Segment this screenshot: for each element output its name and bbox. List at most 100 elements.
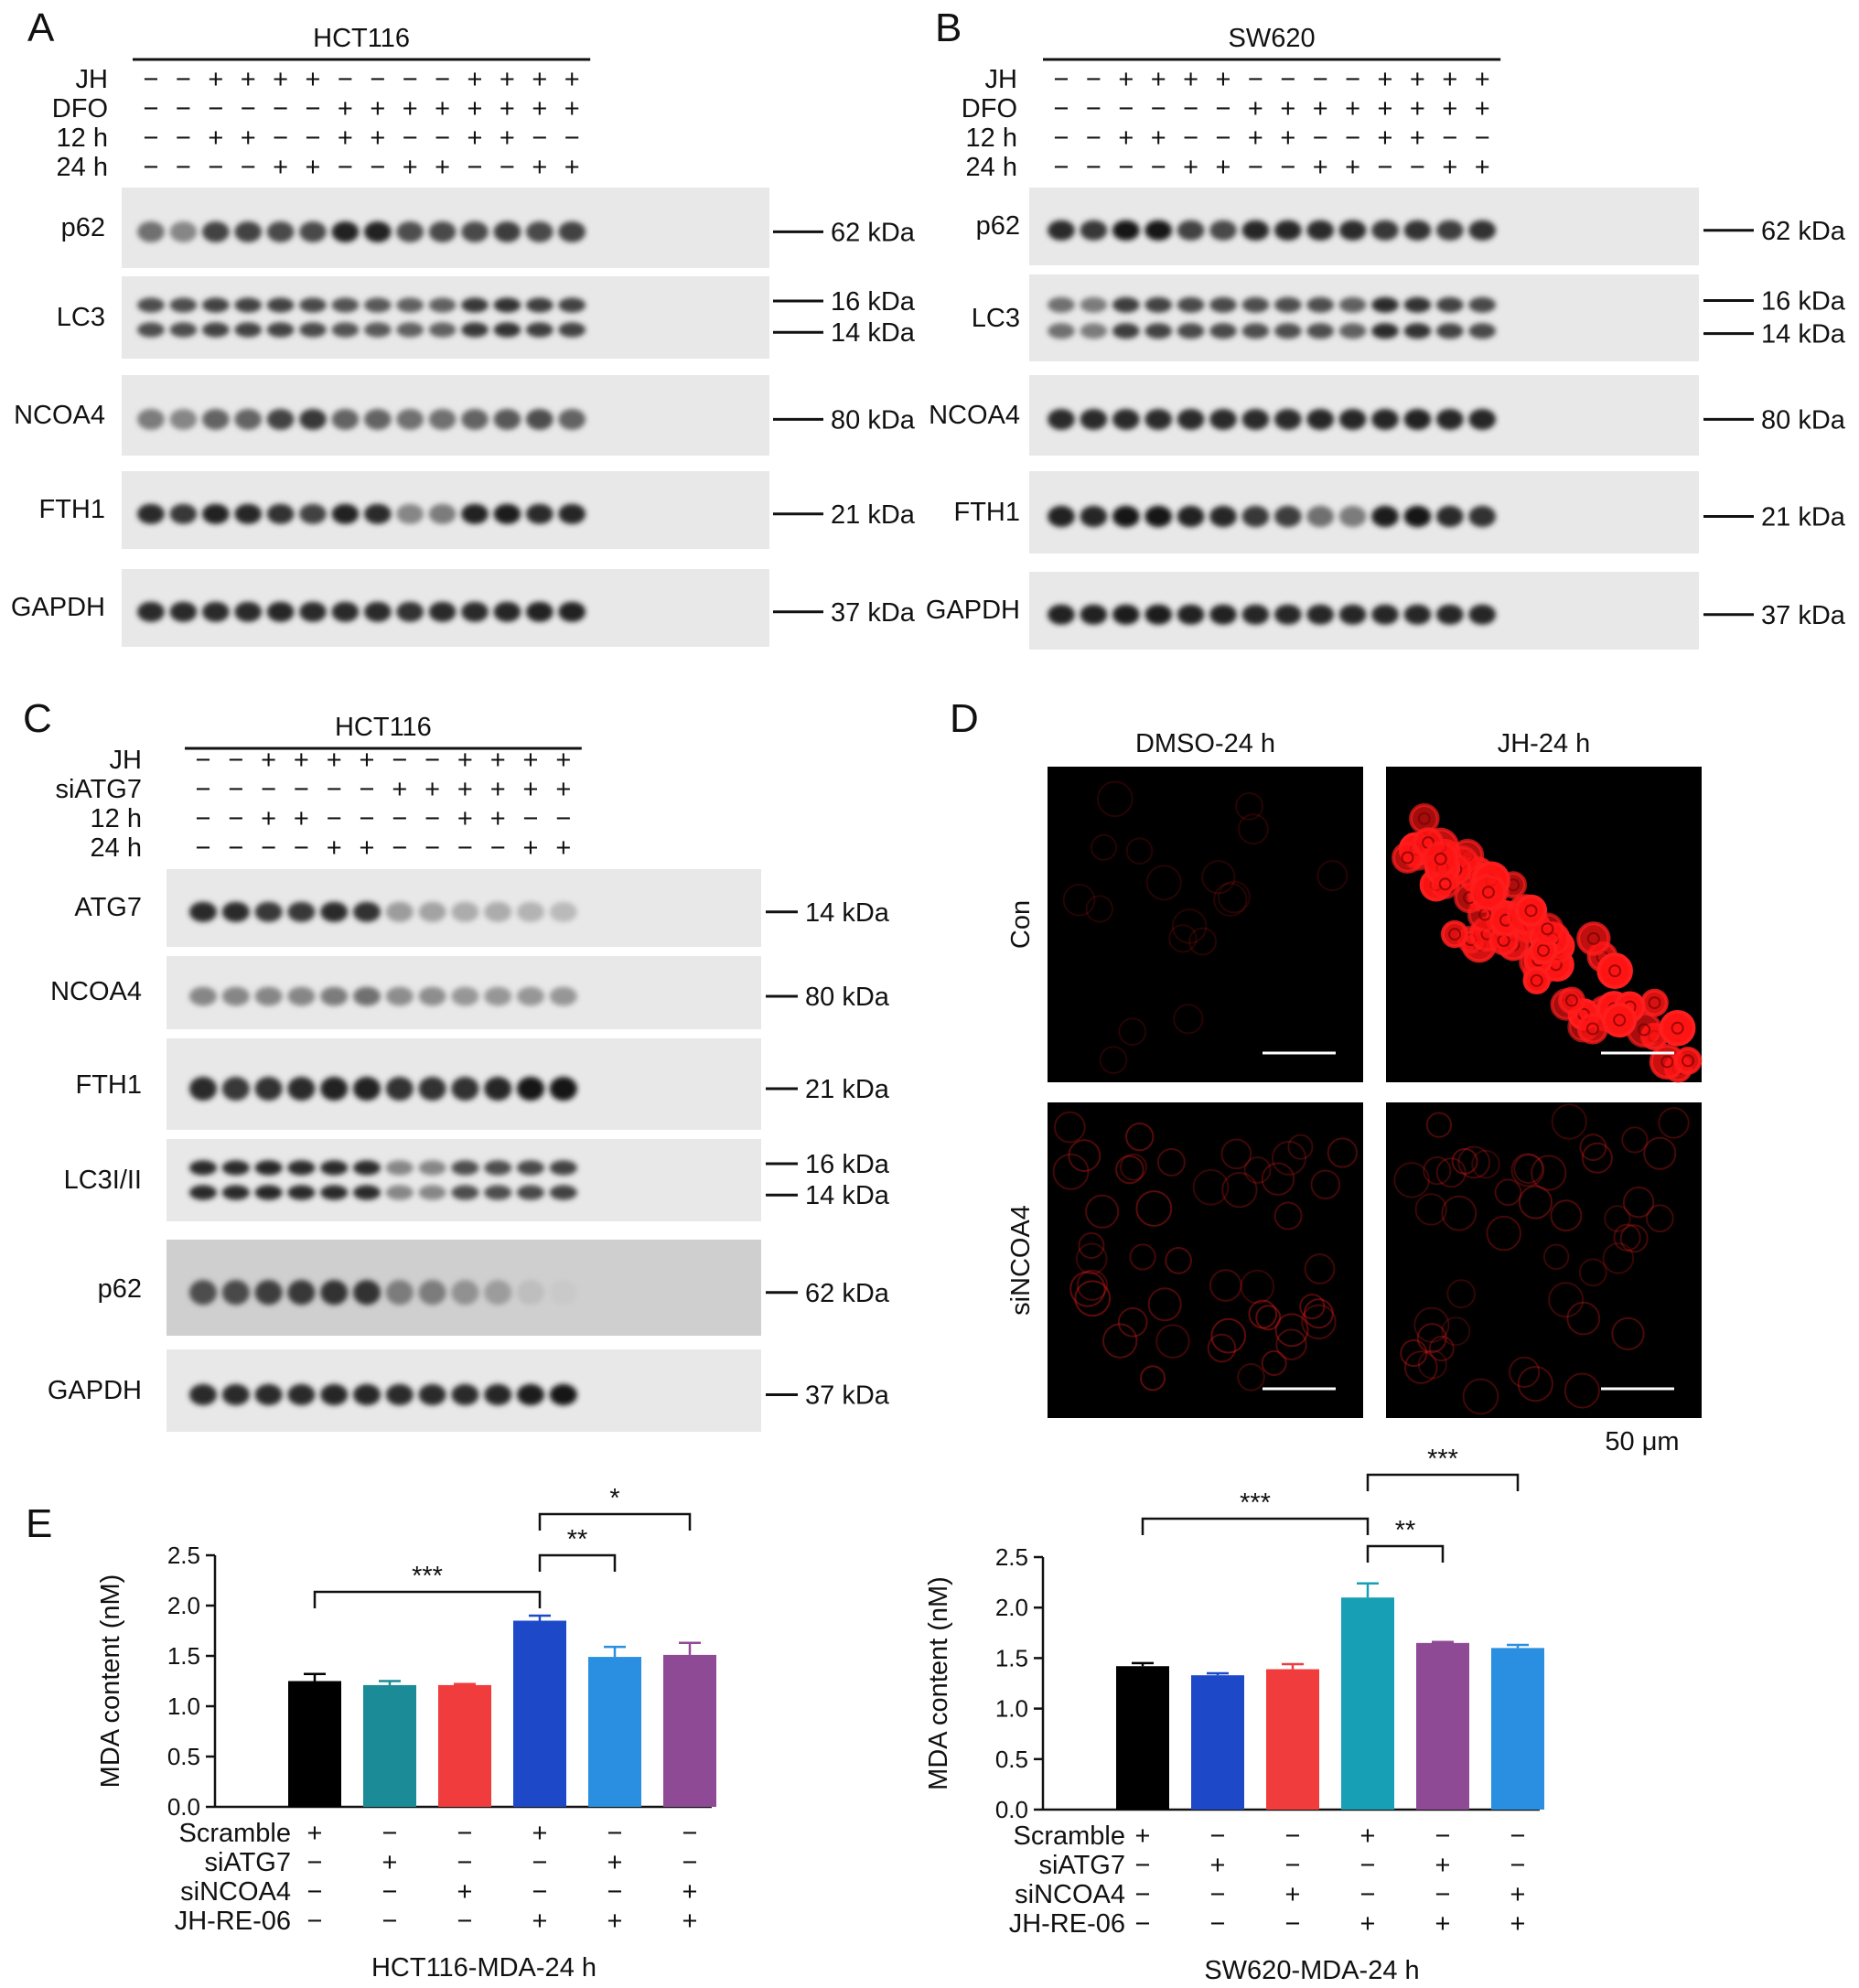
blot-band bbox=[169, 322, 198, 338]
blot-band bbox=[1435, 296, 1464, 313]
condition-sign: − bbox=[1054, 65, 1069, 94]
cell bbox=[1579, 1134, 1607, 1162]
blot-band bbox=[418, 986, 446, 1006]
blot-label: GAPDH bbox=[11, 593, 105, 622]
condition-sign: + bbox=[1378, 124, 1393, 153]
condition-sign: − bbox=[144, 153, 159, 182]
treatment-row-label: siNCOA4 bbox=[1015, 1880, 1125, 1909]
blot-label: FTH1 bbox=[39, 495, 106, 524]
blot-band bbox=[1273, 408, 1302, 430]
cell bbox=[1673, 1047, 1703, 1075]
cell bbox=[1101, 1323, 1138, 1359]
blot-band bbox=[516, 1185, 545, 1200]
cell-nucleus bbox=[1660, 1055, 1674, 1069]
blot-band bbox=[451, 1383, 479, 1406]
treatment-sign: + bbox=[532, 1819, 548, 1848]
blot-band bbox=[493, 503, 521, 524]
blot-band bbox=[493, 408, 521, 430]
blot-band bbox=[1080, 604, 1108, 625]
blot-band bbox=[428, 220, 457, 242]
blot-band bbox=[1338, 408, 1367, 430]
blot-band bbox=[549, 1383, 577, 1406]
blot-band bbox=[201, 601, 230, 622]
condition-sign: − bbox=[360, 804, 375, 833]
cell-nucleus bbox=[1530, 973, 1543, 987]
blot-band bbox=[1144, 505, 1173, 528]
blot-band bbox=[320, 1077, 349, 1101]
blot-band bbox=[385, 1280, 414, 1306]
bar bbox=[1266, 1669, 1319, 1810]
cell bbox=[1117, 1306, 1148, 1338]
condition-sign: − bbox=[241, 153, 256, 182]
cell bbox=[1220, 1138, 1252, 1170]
condition-sign: − bbox=[392, 804, 407, 833]
blot-band bbox=[1306, 323, 1335, 339]
blot-band bbox=[1048, 296, 1075, 313]
condition-sign: − bbox=[228, 833, 243, 863]
condition-sign: + bbox=[327, 746, 342, 775]
significance-label: ** bbox=[1395, 1516, 1416, 1545]
size-marker-label: 21 kDa bbox=[831, 500, 916, 530]
size-marker-label: 37 kDa bbox=[831, 598, 916, 628]
y-tick-label: 1.5 bbox=[995, 1644, 1028, 1671]
blot-band bbox=[1435, 604, 1464, 625]
bar bbox=[288, 1681, 341, 1807]
condition-sign: − bbox=[1313, 65, 1328, 94]
blot-band bbox=[234, 601, 263, 622]
blot-band bbox=[525, 503, 553, 524]
cell-nucleus bbox=[1524, 904, 1538, 918]
cell bbox=[1261, 1349, 1287, 1377]
blot-band bbox=[385, 986, 414, 1006]
condition-sign: − bbox=[523, 804, 539, 833]
blot-band bbox=[418, 901, 446, 922]
row-label: Con bbox=[1006, 900, 1036, 949]
condition-sign: + bbox=[490, 746, 506, 775]
cell bbox=[1494, 1178, 1522, 1207]
size-marker-label: 21 kDa bbox=[1761, 503, 1846, 532]
condition-sign: − bbox=[144, 94, 159, 124]
blot-band bbox=[299, 220, 327, 242]
blot-band bbox=[266, 322, 295, 338]
cell bbox=[1510, 1153, 1545, 1187]
cell-line-label: SW620 bbox=[1229, 24, 1316, 53]
cell-nucleus bbox=[1401, 851, 1414, 865]
condition-sign: − bbox=[1054, 153, 1069, 182]
treatment-sign: − bbox=[1285, 1851, 1301, 1880]
cell bbox=[1393, 1162, 1430, 1198]
condition-sign: + bbox=[241, 65, 256, 94]
treatment-sign: − bbox=[532, 1848, 548, 1877]
cell-nucleus bbox=[1438, 877, 1452, 891]
cell bbox=[1416, 1323, 1447, 1354]
blot-band bbox=[549, 901, 577, 922]
condition-sign: − bbox=[1216, 94, 1231, 124]
treatment-sign: − bbox=[457, 1848, 473, 1877]
blot-band bbox=[558, 408, 586, 430]
condition-sign: + bbox=[1280, 94, 1295, 124]
cell bbox=[1140, 1365, 1166, 1392]
blot-band bbox=[137, 601, 165, 622]
condition-sign: − bbox=[490, 833, 506, 863]
cell bbox=[1514, 894, 1548, 927]
blot-band bbox=[299, 601, 327, 622]
condition-sign: + bbox=[435, 94, 450, 124]
treatment-sign: + bbox=[1360, 1909, 1376, 1939]
condition-sign: + bbox=[1183, 65, 1198, 94]
cell bbox=[1646, 1204, 1674, 1233]
blot-band bbox=[169, 297, 198, 313]
cell bbox=[1209, 1269, 1242, 1302]
blot-band bbox=[1371, 220, 1399, 241]
blot-membrane bbox=[122, 276, 769, 359]
blot-band bbox=[461, 322, 489, 338]
blot-band bbox=[1144, 604, 1173, 625]
cell bbox=[1238, 813, 1269, 845]
panel-letter: E bbox=[26, 1501, 52, 1546]
blot-band bbox=[1241, 408, 1270, 430]
size-marker-label: 14 kDa bbox=[805, 898, 890, 928]
blot-band bbox=[549, 1077, 577, 1101]
y-axis-label: MDA content (nM) bbox=[96, 1574, 125, 1789]
blot-band bbox=[385, 901, 414, 922]
condition-sign: + bbox=[294, 746, 309, 775]
blot-band bbox=[169, 503, 198, 524]
condition-sign: + bbox=[1475, 65, 1490, 94]
blot-band bbox=[396, 220, 424, 242]
